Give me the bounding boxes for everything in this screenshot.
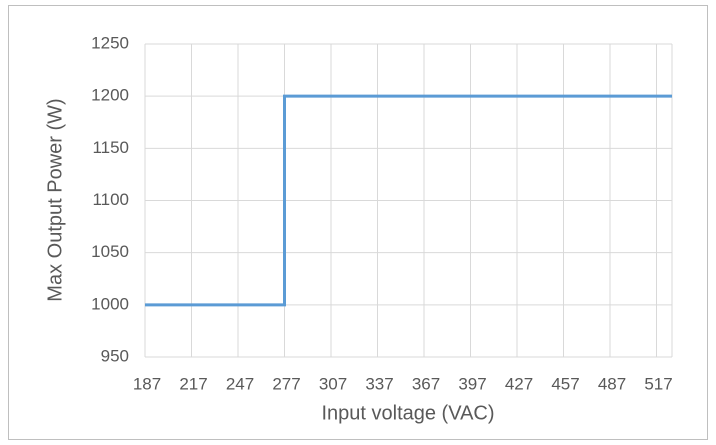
y-tick-label: 1200 [91,86,129,105]
y-tick-label: 1150 [92,138,129,157]
x-tick-label: 337 [365,374,393,393]
x-tick-label: 247 [226,374,254,393]
y-tick-label: 1250 [91,33,129,52]
x-tick-label: 277 [272,374,300,393]
x-tick-label: 217 [179,374,207,393]
x-tick-label: 427 [505,374,533,393]
x-tick-label: 517 [644,374,672,393]
y-tick-label: 1100 [92,190,129,209]
data-line [145,94,672,307]
x-tick-label: 487 [598,374,626,393]
chart-frame [8,5,708,440]
y-tick-label: 950 [101,346,129,365]
x-axis-title: Input voltage (VAC) [321,402,494,424]
x-tick-label: 307 [319,374,347,393]
y-tick-label: 1050 [91,242,129,261]
x-tick-label: 367 [412,374,440,393]
y-tick-label: 1000 [91,294,129,313]
x-tick-label: 457 [551,374,579,393]
y-axis-title: Max Output Power (W) [44,98,66,301]
x-tick-label: 187 [133,374,161,393]
x-tick-label: 397 [458,374,486,393]
